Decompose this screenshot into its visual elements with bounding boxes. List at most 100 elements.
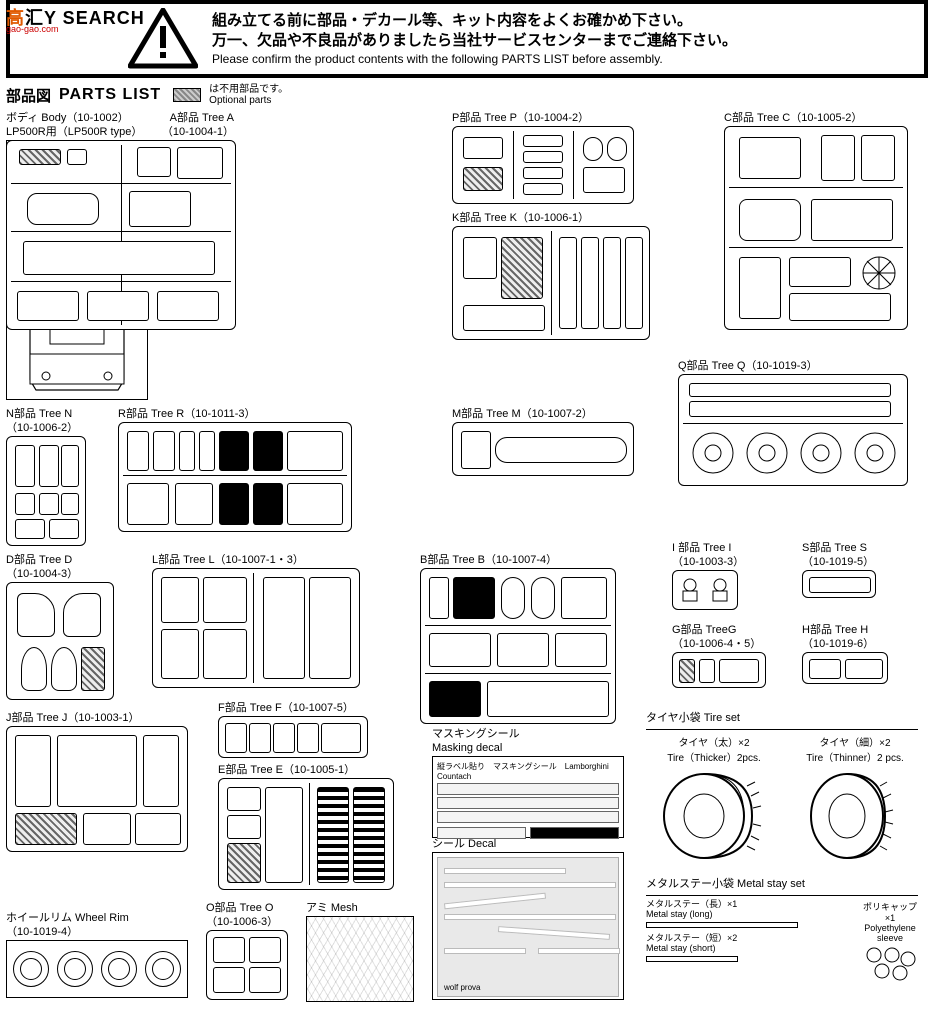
decal-box: wolf prova (432, 852, 624, 1000)
rim-icon (13, 951, 49, 987)
tree-o-label: O部品 Tree O (206, 902, 288, 915)
tire-thick-icon (659, 766, 769, 866)
tree-n: N部品 Tree N （10-1006-2） (6, 408, 86, 546)
masking-box: 縦ラベル貼り マスキングシール Lamborghini Countach (432, 756, 624, 838)
tree-o-code: （10-1006-3） (206, 916, 288, 929)
watermark-url: gao-gao.com (6, 24, 59, 34)
tree-s-label: S部品 Tree S (802, 542, 876, 555)
tree-f-label: F部品 Tree F（10-1007-5） (218, 702, 368, 715)
metal-title: メタルステー小袋 Metal stay set (646, 878, 918, 891)
tree-d-code: （10-1004-3） (6, 568, 114, 581)
tree-i-label: I 部品 Tree I (672, 542, 744, 555)
tree-p-frame (452, 126, 634, 204)
parts-grid: ボディ Body（10-1002） LP500R用（LP500R type） (6, 112, 926, 1012)
tree-c-label: C部品 Tree C（10-1005-2） (724, 112, 908, 125)
poly-sleeve: ポリキャップ×1 Polyethylene sleeve (862, 900, 918, 985)
tree-l-label: L部品 Tree L（10-1007-1・3） (152, 554, 360, 567)
tree-h-label: H部品 Tree H (802, 624, 888, 637)
tree-s: S部品 Tree S （10-1019-5） (802, 542, 876, 598)
warning-text: 組み立てる前に部品・デカール等、キット内容をよくお確かめ下さい。 万一、欠品や不… (212, 11, 737, 68)
tire-thin: タイヤ（細）×2 Tire（Thinner）2 pcs. (805, 734, 905, 866)
metal-row: メタルステー（長）×1Metal stay (long) メタルステー（短）×2… (646, 900, 918, 985)
tree-j-frame (6, 726, 188, 852)
tree-i-frame (672, 570, 738, 610)
tree-c: C部品 Tree C（10-1005-2） (724, 112, 908, 330)
tree-l: L部品 Tree L（10-1007-1・3） (152, 554, 360, 688)
tree-s-frame (802, 570, 876, 598)
brand-en: Y SEARCH (44, 8, 145, 28)
tree-q-frame (678, 374, 908, 486)
decal-sheet: シール Decal wolf prova (432, 838, 624, 1000)
tree-m-label: M部品 Tree M（10-1007-2） (452, 408, 634, 421)
tree-d: D部品 Tree D （10-1004-3） (6, 554, 114, 700)
tree-h: H部品 Tree H （10-1019-6） (802, 624, 888, 684)
tree-s-code: （10-1019-5） (802, 556, 876, 569)
tree-g-frame (672, 652, 766, 688)
tire-thick: タイヤ（太）×2 Tire（Thicker）2pcs. (659, 734, 769, 866)
tree-b-frame (420, 568, 616, 724)
tree-e: E部品 Tree E（10-1005-1） (218, 764, 394, 890)
wheel-rim: ホイールリム Wheel Rim （10-1019-4） (6, 912, 188, 998)
tree-e-label: E部品 Tree E（10-1005-1） (218, 764, 394, 777)
tree-k-label: K部品 Tree K（10-1006-1） (452, 212, 650, 225)
metal-short: メタルステー（短）×2Metal stay (short) (646, 934, 856, 962)
tree-n-label: N部品 Tree N (6, 408, 86, 421)
tree-b-label: B部品 Tree B（10-1007-4） (420, 554, 616, 567)
tree-k-frame (452, 226, 650, 340)
tree-k: K部品 Tree K（10-1006-1） (452, 212, 650, 340)
tree-r-frame (118, 422, 352, 532)
tree-i-code: （10-1003-3） (672, 556, 744, 569)
tree-n-frame (6, 436, 86, 546)
mesh: アミ Mesh (306, 902, 414, 1002)
tree-g-label: G部品 TreeG (672, 624, 766, 637)
tree-d-frame (6, 582, 114, 700)
tree-d-label: D部品 Tree D (6, 554, 114, 567)
tire-row: タイヤ（太）×2 Tire（Thicker）2pcs. (646, 734, 918, 866)
tree-r: R部品 Tree R（10-1011-3） (118, 408, 352, 532)
poly-icon (862, 943, 918, 983)
warning-jp-1: 組み立てる前に部品・デカール等、キット内容をよくお確かめ下さい。 (212, 11, 737, 31)
warning-jp-2: 万一、欠品や不良品がありましたら当社サービスセンターまでご連絡下さい。 (212, 31, 737, 51)
mesh-box (306, 916, 414, 1002)
tree-g: G部品 TreeG （10-1006-4・5） (672, 624, 766, 688)
tree-a-code: （10-1004-1） (6, 126, 234, 139)
tree-b: B部品 Tree B（10-1007-4） (420, 554, 616, 724)
title-jp: 部品図 (6, 85, 51, 106)
mesh-title: アミ Mesh (306, 902, 414, 915)
parts-list-title: 部品図 PARTS LIST は不用部品です。 Optional parts (6, 84, 928, 106)
tree-m-frame (452, 422, 634, 476)
tire-set: タイヤ小袋 Tire set タイヤ（太）×2 Tire（Thicker）2pc… (646, 712, 918, 866)
tree-q-label: Q部品 Tree Q（10-1019-3） (678, 360, 908, 373)
tree-p-label: P部品 Tree P（10-1004-2） (452, 112, 634, 125)
rim-icon (101, 951, 137, 987)
tire-title: タイヤ小袋 Tire set (646, 712, 918, 725)
tree-l-frame (152, 568, 360, 688)
content-area: 部品図 PARTS LIST は不用部品です。 Optional parts ボ… (0, 84, 934, 1018)
tree-h-frame (802, 652, 888, 684)
masking-decal: マスキングシール Masking decal 縦ラベル貼り マスキングシール L… (432, 728, 624, 838)
tree-g-code: （10-1006-4・5） (672, 638, 766, 651)
tree-q: Q部品 Tree Q（10-1019-3） (678, 360, 908, 486)
rim-icon (145, 951, 181, 987)
wheel-rim-label: ホイールリム Wheel Rim (6, 912, 188, 925)
title-en: PARTS LIST (59, 86, 161, 104)
optional-swatch-icon (173, 88, 201, 102)
tree-e-frame (218, 778, 394, 890)
masking-title-jp: マスキングシール (432, 728, 624, 741)
tree-j-label: J部品 Tree J（10-1003-1） (6, 712, 188, 725)
tree-c-frame (724, 126, 908, 330)
wheel-rim-code: （10-1019-4） (6, 926, 188, 939)
tree-o: O部品 Tree O （10-1006-3） (206, 902, 288, 1000)
rim-icon (57, 951, 93, 987)
optional-label: は不用部品です。 Optional parts (209, 84, 288, 106)
tree-j: J部品 Tree J（10-1003-1） (6, 712, 188, 852)
tree-f: F部品 Tree F（10-1007-5） (218, 702, 368, 758)
tree-a-label: A部品 Tree A (6, 112, 234, 125)
decal-title: シール Decal (432, 838, 624, 851)
tree-h-code: （10-1019-6） (802, 638, 888, 651)
metal-long: メタルステー（長）×1Metal stay (long) (646, 900, 856, 928)
tree-n-code: （10-1006-2） (6, 422, 86, 435)
warning-en: Please confirm the product contents with… (212, 51, 737, 67)
tree-r-label: R部品 Tree R（10-1011-3） (118, 408, 352, 421)
tree-m: M部品 Tree M（10-1007-2） (452, 408, 634, 476)
